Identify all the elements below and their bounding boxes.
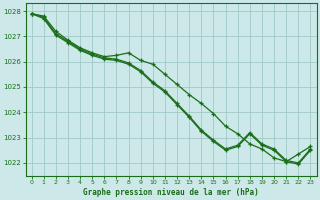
- X-axis label: Graphe pression niveau de la mer (hPa): Graphe pression niveau de la mer (hPa): [83, 188, 259, 197]
